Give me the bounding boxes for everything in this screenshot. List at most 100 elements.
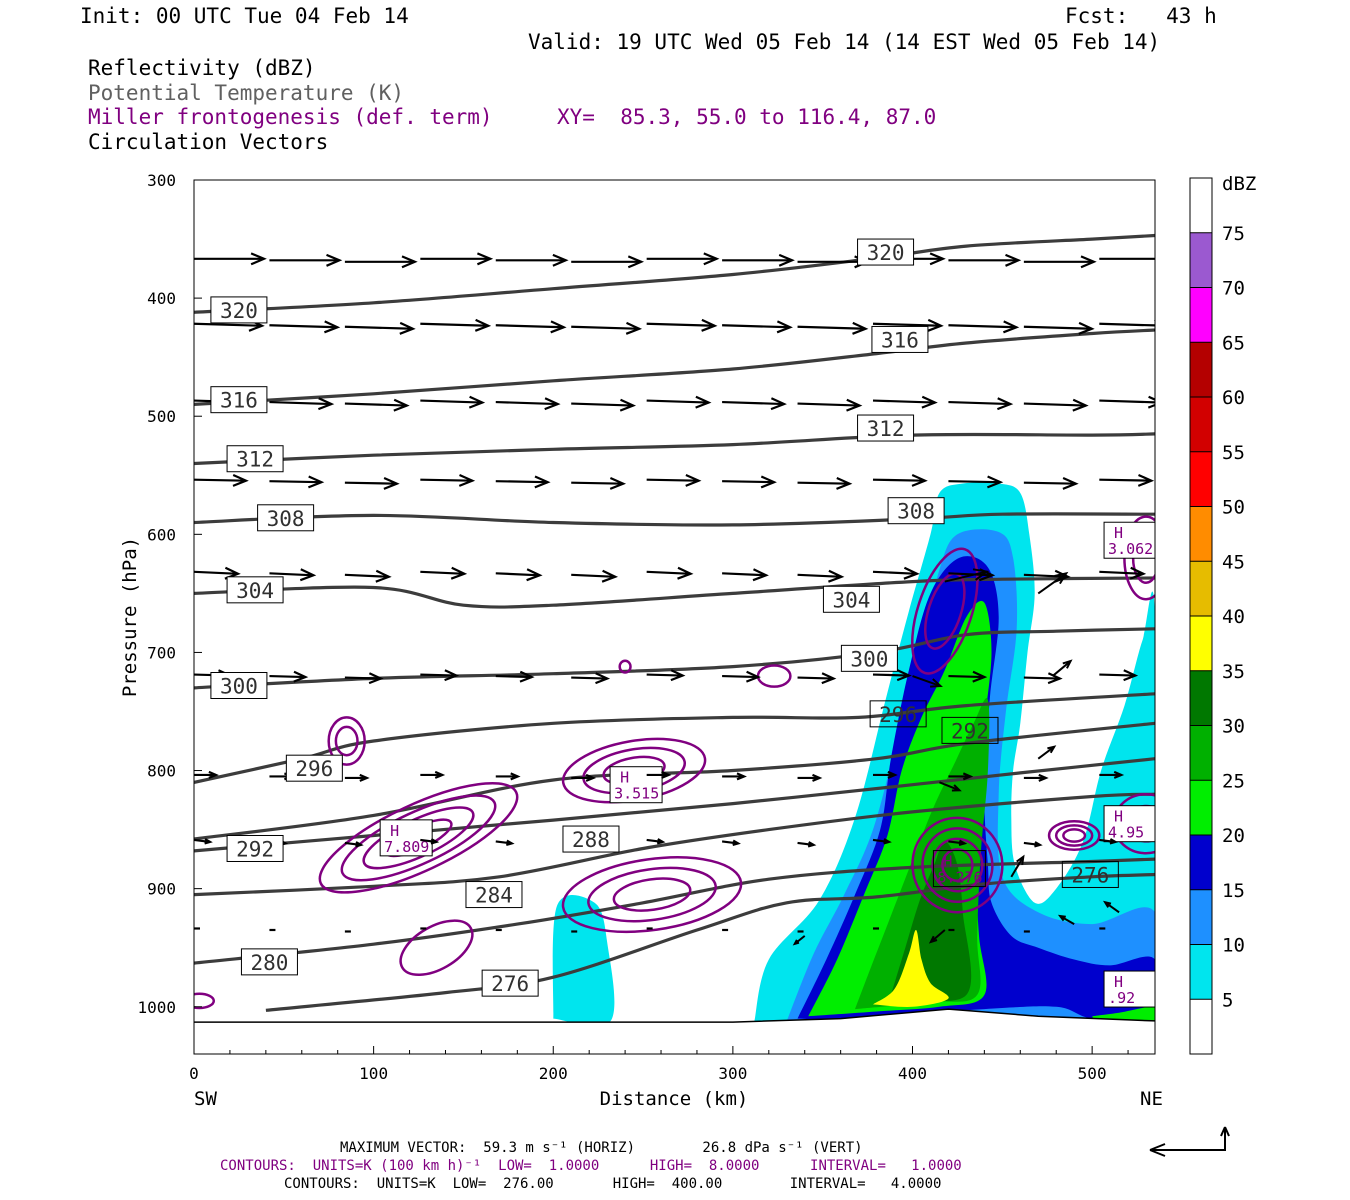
colorbar-swatch	[1190, 835, 1212, 890]
wind-vector	[1023, 321, 1095, 335]
fronto-max-label: H	[1114, 808, 1123, 826]
fronto-contour	[911, 547, 979, 675]
wind-vector	[872, 318, 944, 332]
theta-label-box	[226, 834, 284, 862]
wind-vector	[495, 397, 561, 411]
fronto-max-value: 4.95	[1108, 824, 1144, 842]
theta-label-box	[240, 948, 298, 976]
fronto-contour	[1054, 824, 1094, 847]
fronto-contour	[931, 837, 984, 893]
colorbar-swatch	[1190, 451, 1212, 507]
fronto-max-box	[1103, 521, 1155, 559]
wind-vector	[722, 670, 761, 683]
wind-vector	[495, 839, 515, 846]
reflectivity-band	[873, 929, 949, 1007]
wind-vector	[722, 568, 769, 582]
x-tick-label: 500	[1078, 1064, 1107, 1083]
fronto-max-value: .92	[1108, 989, 1135, 1007]
wind-vector	[721, 839, 741, 846]
colorbar-label: 50	[1222, 497, 1245, 519]
fronto-max-label: H	[390, 822, 399, 840]
theta-label-box	[869, 700, 927, 728]
wind-vector	[571, 321, 643, 335]
theta-label-288: 288	[572, 828, 610, 852]
theta-label-320: 320	[220, 299, 258, 323]
fronto-contour	[561, 856, 743, 934]
wind-vector	[1099, 669, 1139, 682]
wind-vector	[939, 781, 962, 792]
circulation-vectors	[194, 252, 1155, 946]
colorbar-swatch	[1190, 725, 1212, 781]
fronto-contour	[1062, 828, 1087, 843]
wind-vector	[797, 398, 863, 412]
wind-vector	[872, 566, 920, 580]
fronto-max-label: H	[943, 853, 952, 871]
wind-vector	[792, 935, 806, 946]
reflectivity-band	[552, 895, 615, 1027]
theta-label-300: 300	[220, 675, 258, 699]
wind-vector	[797, 476, 853, 490]
wind-vector	[1099, 566, 1147, 580]
theta-label-320: 320	[867, 241, 905, 265]
wind-vector	[1102, 900, 1120, 914]
wind-vector	[948, 397, 1014, 411]
wind-vector	[571, 773, 597, 782]
wind-vector	[194, 473, 249, 487]
fronto-contour	[911, 816, 1004, 914]
fronto-contour	[921, 827, 994, 903]
wind-vector	[420, 770, 446, 779]
wind-vector	[1037, 745, 1057, 760]
wind-vector	[948, 670, 988, 683]
fronto-max-box	[609, 766, 663, 804]
theta-label-316: 316	[881, 328, 919, 352]
wind-vector	[344, 255, 418, 269]
wind-vector	[194, 838, 213, 845]
wind-vector	[1010, 854, 1025, 878]
fronto-contour	[612, 877, 692, 912]
wind-vector	[344, 672, 384, 685]
theta-label-box	[285, 754, 343, 782]
wind-vector	[948, 839, 968, 846]
wind-vector	[722, 772, 747, 781]
wind-vector	[948, 320, 1020, 334]
wind-vector	[1051, 659, 1073, 677]
fronto-max-box	[1103, 970, 1155, 1008]
y-tick-label: 400	[147, 289, 176, 308]
theta-label-304: 304	[236, 579, 274, 603]
fronto-max-label: H	[620, 769, 629, 787]
theta-label-284: 284	[475, 884, 513, 908]
wind-vector	[872, 473, 928, 487]
theta-contour-316	[194, 328, 1155, 406]
fronto-contour	[618, 659, 632, 674]
wind-vector	[797, 773, 823, 782]
wind-vector	[1023, 773, 1049, 782]
wind-vector	[646, 770, 672, 779]
wind-vector	[948, 253, 1022, 267]
fronto-contour	[340, 794, 497, 882]
wind-vector	[722, 475, 777, 489]
colorbar-label: 15	[1222, 880, 1245, 902]
fronto-contour	[194, 992, 216, 1010]
theta-label-box	[941, 716, 999, 744]
field-theta: Potential Temperature (K)	[88, 81, 405, 105]
x-tick-label: 300	[718, 1064, 747, 1083]
theta-label-box	[1061, 860, 1119, 888]
wind-vector	[495, 670, 535, 683]
wind-vector	[722, 320, 793, 334]
wind-vector	[269, 397, 335, 411]
wind-vector	[928, 929, 946, 944]
reference-vector-icon	[1149, 1126, 1230, 1157]
wind-vector	[269, 670, 309, 683]
theta-contour-276	[265, 872, 1155, 1012]
valid-time: Valid: 19 UTC Wed 05 Feb 14 (14 EST Wed …	[528, 30, 1161, 54]
fronto-max-value: 3.062	[1108, 540, 1153, 558]
fronto-contour	[756, 664, 792, 688]
wind-vector	[420, 318, 492, 332]
fronto-max-value: 3.515	[614, 785, 659, 803]
colorbar-label: 70	[1222, 278, 1245, 300]
wind-vector	[495, 568, 543, 582]
colorbar-label: 30	[1222, 716, 1245, 738]
wind-vector	[1099, 257, 1155, 260]
wind-vector	[344, 476, 400, 490]
